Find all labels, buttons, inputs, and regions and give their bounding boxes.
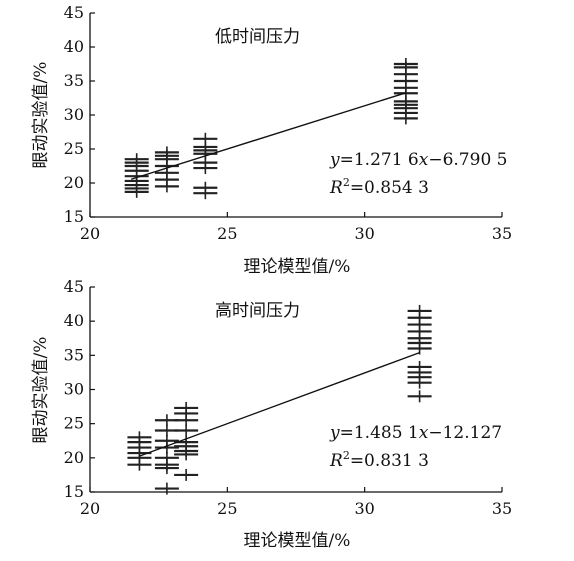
data-point <box>124 153 149 166</box>
y-tick-label: 45 <box>64 3 84 22</box>
data-point <box>193 132 218 145</box>
data-point <box>407 304 432 317</box>
y-axis-title: 眼动实验值/% <box>31 337 51 444</box>
y-axis-title: 眼动实验值/% <box>31 62 51 169</box>
y-tick-label: 25 <box>64 139 84 158</box>
fit-line <box>130 92 407 180</box>
y-tick-label: 20 <box>64 448 84 467</box>
data-point <box>407 390 432 403</box>
regression-equation: y=1.271 6x−6.790 5 <box>329 150 507 170</box>
y-tick-label: 40 <box>64 311 84 330</box>
x-tick-label: 30 <box>354 499 374 518</box>
data-point <box>154 434 179 447</box>
x-tick-label: 35 <box>492 224 512 243</box>
y-tick-label: 15 <box>64 482 84 501</box>
y-tick-label: 30 <box>64 105 84 124</box>
fit-line <box>139 351 420 457</box>
data-point <box>154 451 179 464</box>
data-point <box>193 181 218 194</box>
y-tick-label: 40 <box>64 37 84 56</box>
x-tick-label: 25 <box>217 224 237 243</box>
regression-equation: y=1.485 1x−12.127 <box>329 423 502 443</box>
y-tick-label: 15 <box>64 207 84 226</box>
data-points <box>124 58 418 200</box>
data-point <box>154 146 179 159</box>
y-tick-label: 35 <box>64 71 84 90</box>
x-tick-label: 30 <box>354 224 374 243</box>
x-axis-title: 理论模型值/% <box>244 531 351 551</box>
x-tick-label: 35 <box>492 499 512 518</box>
r-squared-label: R2=0.831 3 <box>329 449 429 471</box>
r-squared-label: R2=0.854 3 <box>329 176 429 198</box>
data-point <box>174 401 199 414</box>
x-axis-title: 理论模型值/% <box>244 257 351 277</box>
y-tick-label: 20 <box>64 173 84 192</box>
data-point <box>407 360 432 373</box>
y-tick-label: 30 <box>64 380 84 399</box>
data-point <box>393 58 418 70</box>
axis-ticks <box>89 12 503 218</box>
x-tick-label: 20 <box>80 499 100 518</box>
x-tick-label: 25 <box>217 499 237 518</box>
y-tick-label: 35 <box>64 345 84 364</box>
y-tick-label: 45 <box>64 277 84 296</box>
panel-annotation: 低时间压力 <box>215 27 300 47</box>
x-tick-label: 20 <box>80 224 100 243</box>
data-point <box>127 431 152 444</box>
y-tick-label: 25 <box>64 414 84 433</box>
data-point <box>174 424 199 437</box>
data-point <box>174 468 199 481</box>
panel-annotation: 高时间压力 <box>215 301 300 321</box>
axis-ticks <box>89 286 503 493</box>
data-point <box>154 482 179 495</box>
